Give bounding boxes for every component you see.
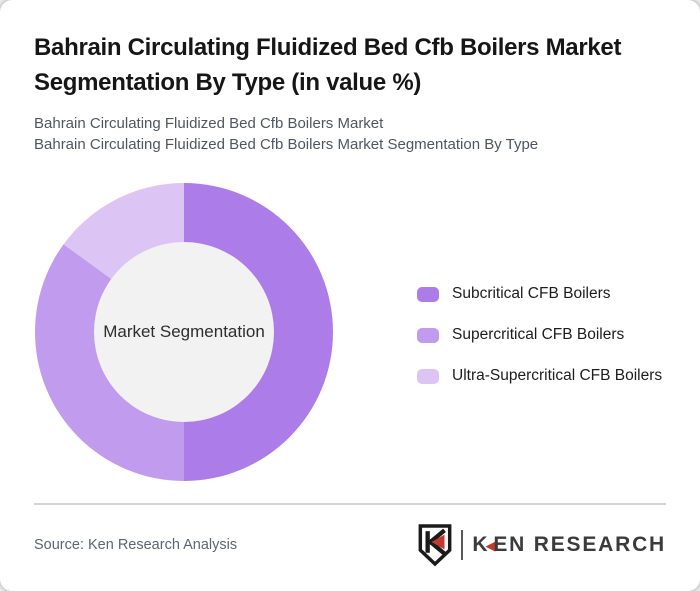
page-title: Bahrain Circulating Fluidized Bed Cfb Bo… xyxy=(34,30,621,100)
legend-item-supercritical: Supercritical CFB Boilers xyxy=(417,326,662,344)
logo-letter-k: K xyxy=(472,533,490,556)
legend-label: Subcritical CFB Boilers xyxy=(452,285,611,302)
legend-item-subcritical: Subcritical CFB Boilers xyxy=(417,285,662,303)
ken-research-logo: K ◀ EN RESEARCH xyxy=(416,522,666,568)
source-note: Source: Ken Research Analysis xyxy=(34,537,238,553)
legend-swatch-icon xyxy=(417,286,439,302)
logo-rest: EN RESEARCH xyxy=(493,533,666,556)
donut-center-label: Market Segmentation xyxy=(103,322,265,341)
legend-label: Supercritical CFB Boilers xyxy=(452,326,625,343)
logo-wordmark: K ◀ EN RESEARCH xyxy=(472,533,666,557)
legend-item-ultra-supercritical: Ultra-Supercritical CFB Boilers xyxy=(417,367,662,385)
logo-separator xyxy=(461,530,464,560)
donut-hole: Market Segmentation xyxy=(94,242,274,422)
legend-swatch-icon xyxy=(417,368,439,384)
page-title-line1: Bahrain Circulating Fluidized Bed Cfb Bo… xyxy=(34,34,622,61)
red-triangle-icon: ◀ xyxy=(485,537,496,553)
ken-shield-icon xyxy=(418,524,452,567)
legend: Subcritical CFB Boilers Supercritical CF… xyxy=(417,285,662,385)
subtitle-line2: Bahrain Circulating Fluidized Bed Cfb Bo… xyxy=(34,136,539,153)
page-title-line2: Segmentation By Type (in value %) xyxy=(34,69,422,96)
legend-label: Ultra-Supercritical CFB Boilers xyxy=(452,367,663,384)
legend-swatch-icon xyxy=(417,327,439,343)
subtitle-line1: Bahrain Circulating Fluidized Bed Cfb Bo… xyxy=(34,115,384,132)
footer-divider xyxy=(34,503,666,505)
subtitle-block: Bahrain Circulating Fluidized Bed Cfb Bo… xyxy=(34,113,538,155)
donut-chart: Market Segmentation xyxy=(35,183,333,481)
